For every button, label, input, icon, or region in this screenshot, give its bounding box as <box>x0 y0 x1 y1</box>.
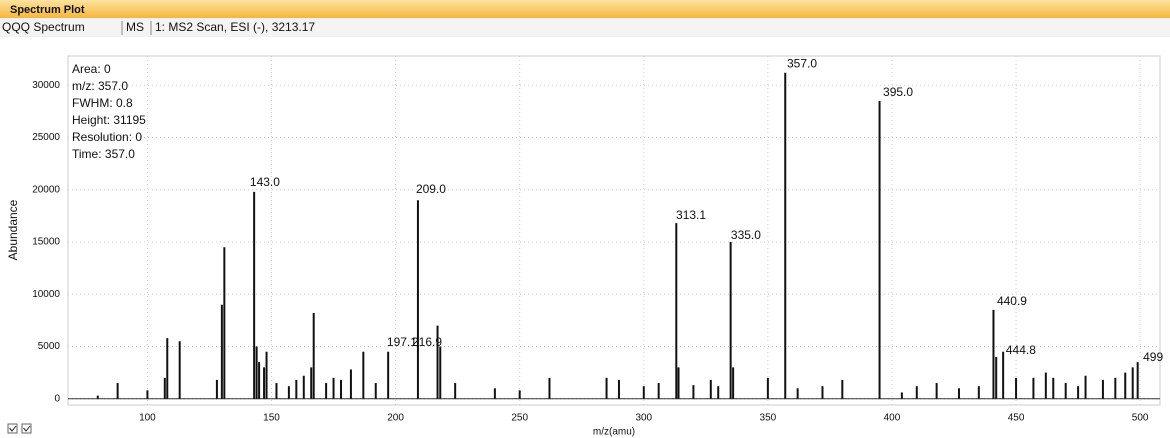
peak-label: 216.9 <box>412 335 442 349</box>
peak-label: 143.0 <box>250 175 280 189</box>
x-tick-label: 100 <box>139 413 156 424</box>
y-tick-label: 25000 <box>32 132 60 143</box>
peak-label: 197.1 <box>387 335 417 349</box>
info-text: FWHM: 0.8 <box>72 96 133 110</box>
title-bar <box>0 0 1170 18</box>
y-tick-label: 0 <box>54 393 60 404</box>
x-axis-label: m/z(amu) <box>593 427 635 438</box>
check-mark <box>23 425 31 432</box>
info-text: m/z: 357.0 <box>72 79 128 93</box>
peak-label: 209.0 <box>416 182 446 196</box>
x-tick-label: 350 <box>760 413 777 424</box>
peak-label: 313.1 <box>676 208 706 222</box>
info-text: Resolution: 0 <box>72 130 142 144</box>
header-text: QQQ Spectrum <box>2 20 85 34</box>
header-text: 1: MS2 Scan, ESI (-), 3213.17 <box>155 20 315 34</box>
y-axis-label: Abundance <box>6 199 20 260</box>
x-tick-label: 400 <box>884 413 901 424</box>
peak-label: 440.9 <box>997 294 1027 308</box>
header-bar <box>0 19 1170 36</box>
y-tick-label: 20000 <box>32 184 60 195</box>
checkbox[interactable] <box>21 423 32 434</box>
y-tick-label: 5000 <box>38 341 61 352</box>
info-text: Area: 0 <box>72 62 111 76</box>
x-tick-label: 150 <box>263 413 280 424</box>
check-mark <box>9 425 17 432</box>
y-tick-label: 30000 <box>32 80 60 91</box>
header-text: MS <box>126 20 144 34</box>
x-tick-label: 200 <box>387 413 404 424</box>
peak-label: 395.0 <box>883 85 913 99</box>
y-tick-label: 15000 <box>32 237 60 248</box>
peak-label: 444.8 <box>1006 343 1036 357</box>
x-tick-label: 250 <box>511 413 528 424</box>
peak-label: 499 <box>1143 350 1163 364</box>
y-tick-label: 10000 <box>32 289 60 300</box>
window-title: Spectrum Plot <box>10 4 85 16</box>
x-tick-label: 300 <box>635 413 652 424</box>
peak-label: 357.0 <box>787 57 817 71</box>
plot-area <box>67 55 1161 406</box>
x-tick-label: 500 <box>1132 413 1149 424</box>
checkbox[interactable] <box>7 423 18 434</box>
info-text: Height: 31195 <box>72 113 146 127</box>
x-tick-label: 450 <box>1008 413 1025 424</box>
peak-label: 335.0 <box>731 228 761 242</box>
info-text: Time: 357.0 <box>72 147 135 161</box>
